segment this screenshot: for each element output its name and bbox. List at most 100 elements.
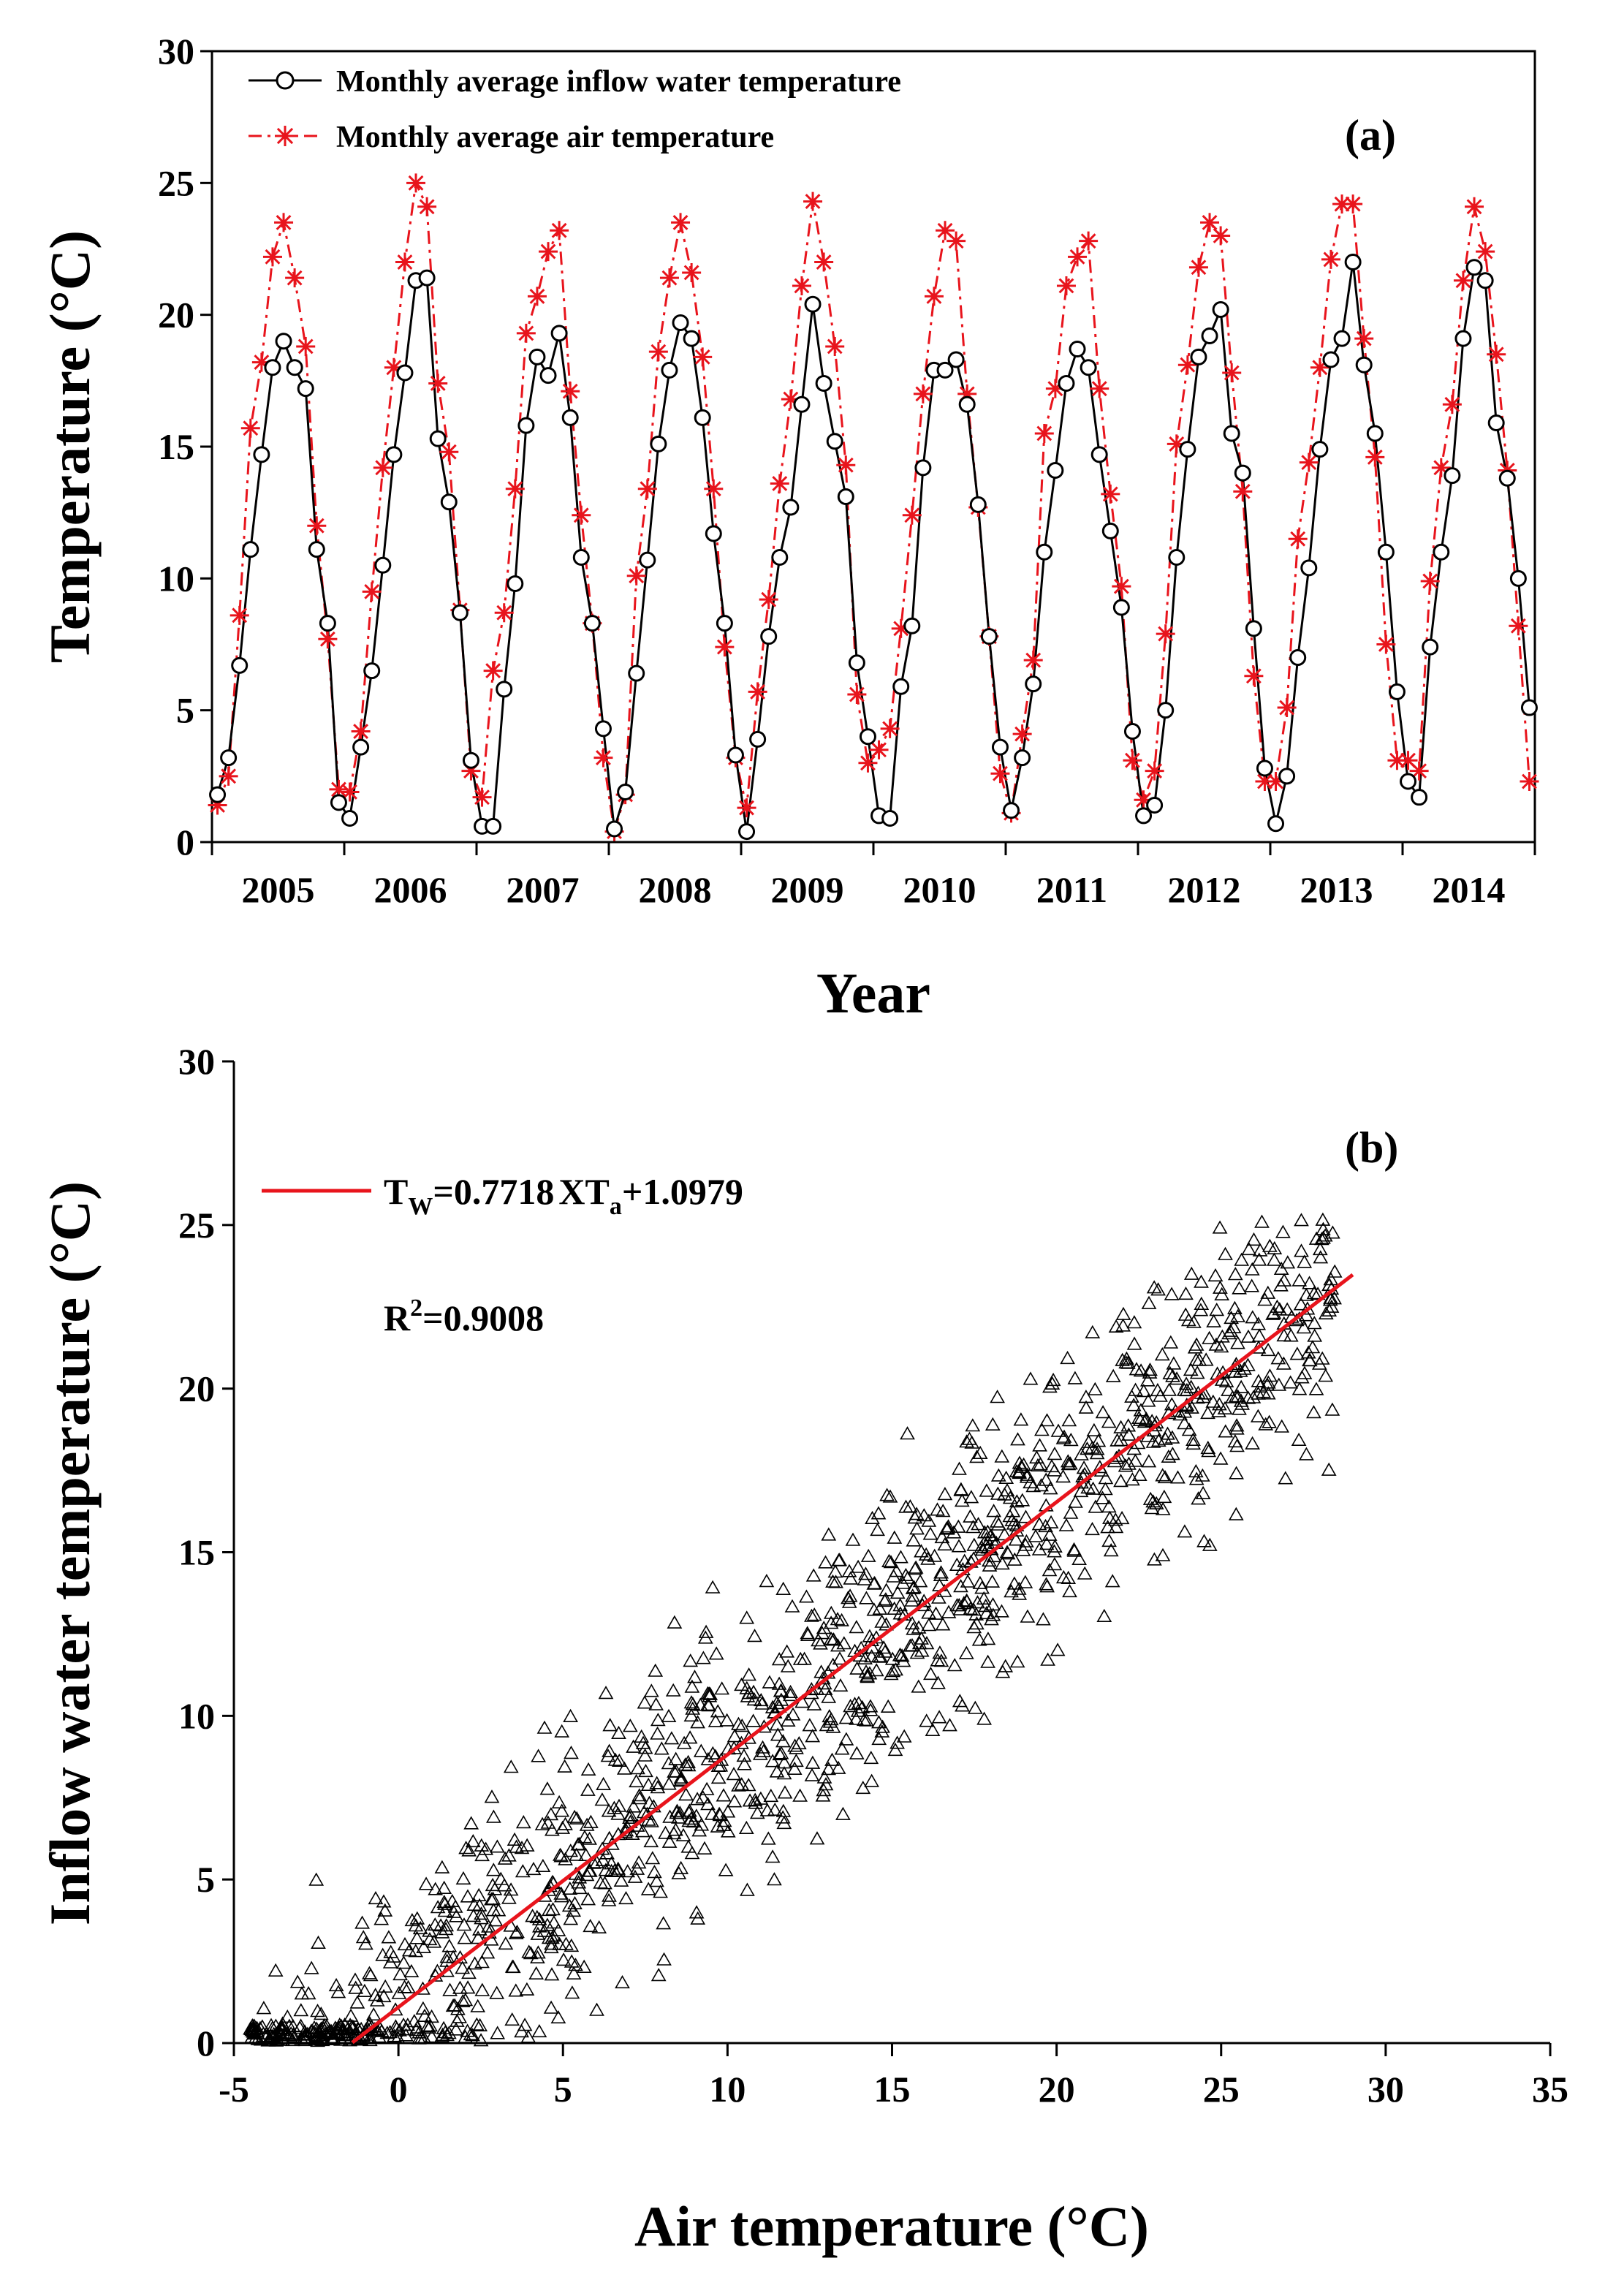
scatter-point xyxy=(914,1597,930,1612)
water-temperature-point xyxy=(583,615,601,632)
water-temperature-point xyxy=(1014,749,1031,767)
scatter-point xyxy=(1170,1470,1186,1484)
scatter-point xyxy=(949,1557,965,1571)
scatter-point xyxy=(493,1871,509,1885)
scatter-point xyxy=(783,1684,798,1698)
scatter-point xyxy=(382,1955,398,1969)
water-temperature-line xyxy=(216,262,1530,832)
scatter-point xyxy=(898,1567,914,1581)
scatter-point xyxy=(1105,1368,1121,1382)
scatter-point xyxy=(564,1938,580,1952)
scatter-point xyxy=(953,1482,969,1496)
water-temperature-point xyxy=(1400,773,1417,790)
air-temperature-point xyxy=(219,766,238,786)
scatter-point xyxy=(1139,1373,1156,1387)
scatter-point xyxy=(578,1847,594,1861)
scatter-point xyxy=(416,1939,432,1953)
scatter-point xyxy=(1177,1524,1193,1538)
scatter-point xyxy=(1218,1424,1234,1438)
water-temperature-point xyxy=(374,556,392,574)
scatter-point xyxy=(1206,1314,1221,1327)
scatter-point xyxy=(436,1880,452,1894)
scatter-point xyxy=(1042,1527,1058,1541)
scatter-point xyxy=(738,1820,754,1834)
scatter-point xyxy=(362,1966,377,1979)
scatter-point xyxy=(377,1903,393,1917)
scatter-point xyxy=(821,1689,837,1703)
scatter-point xyxy=(1071,1551,1087,1565)
scatter-point xyxy=(1126,1398,1142,1412)
air-temperature-point xyxy=(1200,213,1220,232)
scatter-point xyxy=(847,1697,862,1710)
scatter-point xyxy=(503,1759,519,1773)
scatter-point xyxy=(950,1519,966,1533)
scatter-point xyxy=(683,1653,699,1667)
scatter-point xyxy=(448,2022,464,2036)
air-temperature-point xyxy=(869,740,889,759)
scatter-point xyxy=(742,1793,758,1807)
scatter-point xyxy=(681,1805,697,1819)
scatter-point xyxy=(775,1581,792,1595)
scatter-point xyxy=(1265,1306,1281,1320)
scatter-point xyxy=(335,2022,352,2036)
scatter-point xyxy=(1120,1418,1137,1432)
scatter-point xyxy=(826,1632,841,1646)
scatter-point xyxy=(259,2026,275,2039)
scatter-point xyxy=(1125,1471,1140,1486)
scatter-point xyxy=(1036,1612,1051,1626)
scatter-point xyxy=(708,1646,724,1660)
scatter-point xyxy=(1251,1374,1267,1387)
water-temperature-point xyxy=(1036,543,1053,561)
scatter-point xyxy=(838,1710,854,1724)
scatter-point xyxy=(303,2023,319,2037)
scatter-point xyxy=(685,1697,701,1710)
scatter-point xyxy=(863,1750,879,1765)
water-temperature-point xyxy=(1311,441,1329,458)
scatter-point xyxy=(952,1461,967,1475)
scatter-point xyxy=(303,1960,319,1974)
scatter-point xyxy=(928,1606,944,1620)
scatter-point xyxy=(553,1889,569,1903)
scatter-point xyxy=(1246,1232,1262,1246)
air-temperature-point xyxy=(285,268,305,288)
air-temperature-point xyxy=(461,761,481,781)
scatter-point xyxy=(1124,1389,1139,1403)
scatter-point xyxy=(1317,1228,1333,1242)
scatter-point xyxy=(412,1920,428,1935)
scatter-point xyxy=(1121,1427,1137,1441)
scatter-point xyxy=(990,1468,1006,1482)
scatter-point xyxy=(676,1735,692,1749)
air-temperature-point xyxy=(1465,197,1484,216)
scatter-point xyxy=(552,1936,567,1950)
scatter-point xyxy=(920,1551,936,1565)
scatter-point xyxy=(1294,1370,1310,1384)
scatter-point xyxy=(1042,1481,1058,1495)
scatter-point xyxy=(932,1645,948,1659)
scatter-point xyxy=(1233,1379,1249,1393)
scatter-point xyxy=(1272,1302,1288,1316)
scatter-point xyxy=(1128,1382,1143,1396)
scatter-point xyxy=(911,1679,927,1693)
scatter-point xyxy=(501,1848,517,1862)
air-temperature-point xyxy=(296,336,316,356)
scatter-point xyxy=(616,1761,632,1775)
scatter-point xyxy=(607,1752,623,1766)
scatter-point xyxy=(976,1591,992,1605)
scatter-point xyxy=(849,1661,865,1675)
scatter-point xyxy=(460,2023,475,2037)
scatter-point xyxy=(849,1711,864,1725)
air-temperature-point xyxy=(759,590,778,610)
scatter-point xyxy=(558,1816,573,1830)
scatter-point xyxy=(1260,1386,1276,1400)
scatter-point xyxy=(873,1649,889,1663)
scatter-point xyxy=(521,1944,537,1958)
scatter-point xyxy=(441,2026,457,2039)
scatter-point xyxy=(449,1909,464,1922)
scatter-point xyxy=(662,1809,678,1823)
scatter-point xyxy=(1044,1376,1061,1390)
scatter-point xyxy=(504,2012,520,2026)
scatter-point xyxy=(604,1856,619,1870)
scatter-point xyxy=(921,1605,936,1619)
scatter-point xyxy=(754,1696,770,1710)
scatter-point xyxy=(643,1833,659,1848)
